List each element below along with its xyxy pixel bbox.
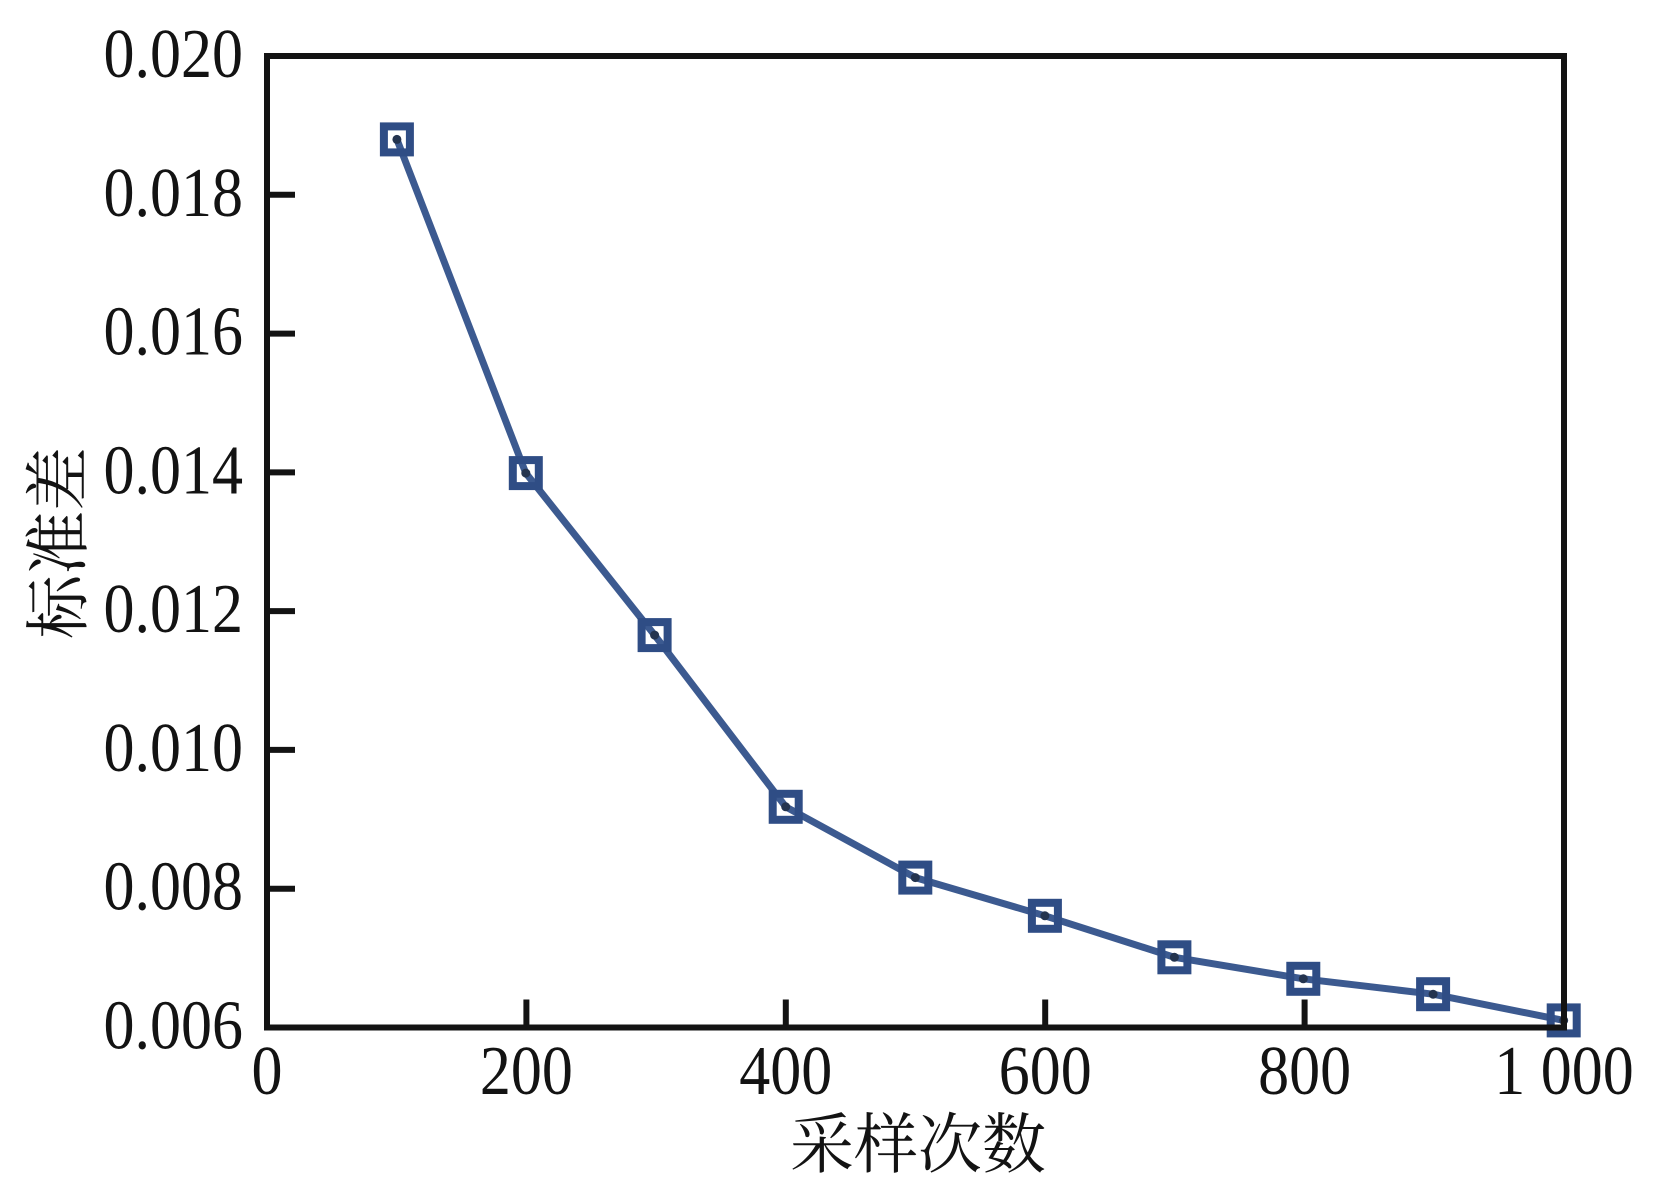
svg-text:0.012: 0.012 [104,571,243,648]
svg-text:0.020: 0.020 [104,16,243,93]
svg-text:600: 600 [999,1033,1092,1110]
svg-text:800: 800 [1258,1033,1351,1110]
svg-text:0.018: 0.018 [104,155,243,232]
svg-text:0.008: 0.008 [104,849,243,926]
svg-text:400: 400 [739,1033,832,1110]
svg-text:0: 0 [252,1033,283,1110]
svg-text:0.006: 0.006 [104,987,243,1064]
svg-text:0.014: 0.014 [104,432,243,509]
svg-text:0.010: 0.010 [104,710,243,787]
svg-text:200: 200 [480,1033,573,1110]
svg-text:0.016: 0.016 [104,293,243,370]
svg-text:1 000: 1 000 [1494,1033,1633,1110]
